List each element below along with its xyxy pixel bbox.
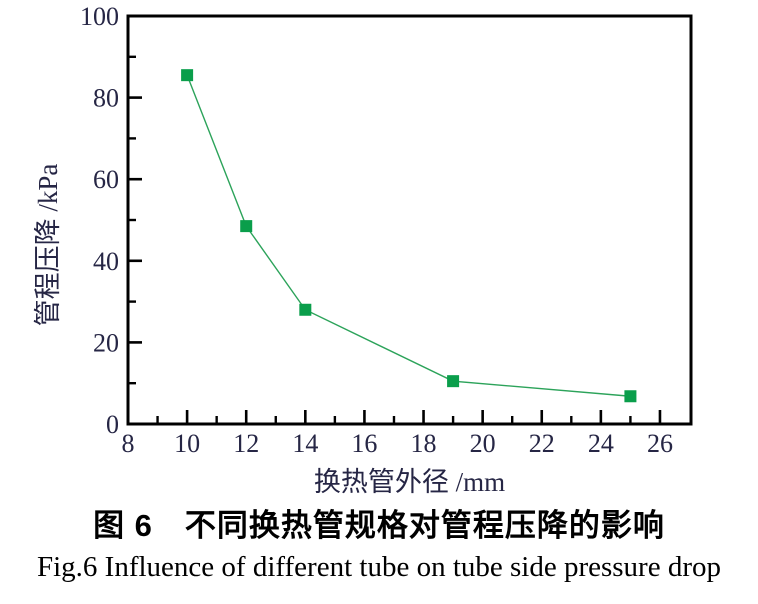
y-tick-label: 80 [93, 84, 119, 113]
x-tick-label: 24 [588, 429, 614, 458]
plot-frame [126, 14, 693, 426]
x-tick-label: 10 [174, 429, 200, 458]
x-tick-label: 20 [470, 429, 496, 458]
x-tick-label: 12 [233, 429, 259, 458]
figure-caption-chinese: 图 6 不同换热管规格对管程压降的影响 [93, 508, 665, 543]
data-point-marker [624, 390, 637, 403]
x-tick-label: 8 [122, 429, 135, 458]
data-point-marker [181, 69, 194, 82]
data-point-marker [447, 375, 460, 388]
axes: 8 10 12 14 16 18 20 22 24 26 0 20 40 60 80 100 换热管外径 /mm… [33, 2, 693, 497]
x-tick-label: 16 [351, 429, 377, 458]
y-tick-label: 40 [93, 247, 119, 276]
y-axis-title: 管程压降 /kPa [33, 164, 63, 327]
x-tick-label: 14 [292, 429, 318, 458]
y-tick-label: 20 [93, 328, 119, 357]
data-point-marker [299, 303, 312, 316]
y-tick-label: 100 [80, 2, 119, 31]
series-line [186, 74, 631, 397]
y-tick-label: 60 [93, 165, 119, 194]
x-tick-label: 22 [529, 429, 555, 458]
x-tick-label: 18 [411, 429, 437, 458]
series-管程压降 [181, 69, 637, 403]
y-tick-label: 0 [106, 410, 119, 439]
figure-caption-english: Fig.6 Influence of different tube on tub… [37, 551, 721, 583]
x-axis-title: 换热管外径 /mm [314, 467, 505, 497]
x-tick-label: 26 [647, 429, 673, 458]
data-point-marker [240, 220, 253, 233]
line-chart: 8 10 12 14 16 18 20 22 24 26 0 20 40 60 80 100 换热管外径 /mm… [33, 2, 693, 497]
